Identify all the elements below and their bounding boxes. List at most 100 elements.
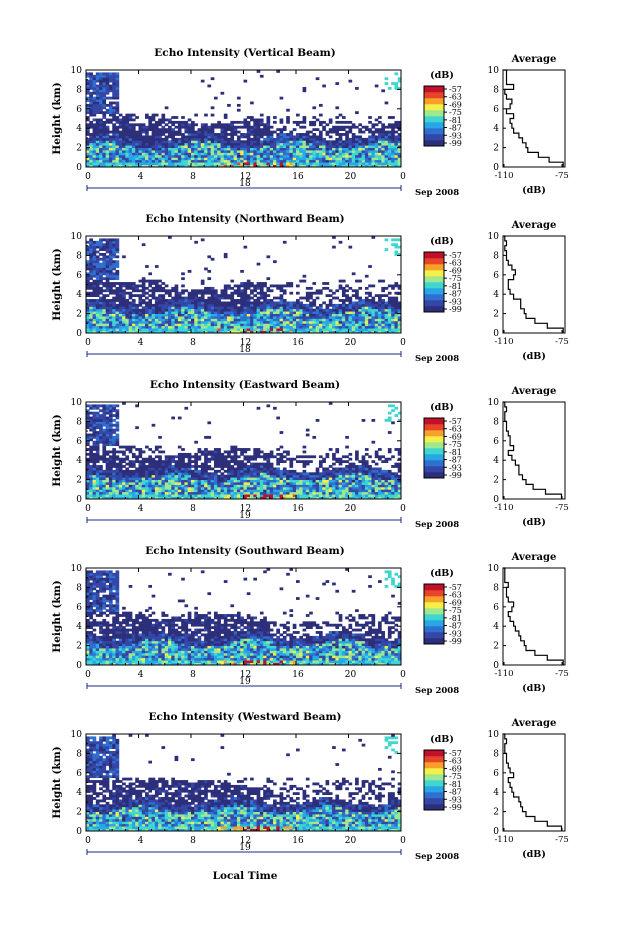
heatmap-cell — [118, 489, 123, 493]
heatmap-cell — [102, 159, 107, 163]
heatmap-cell — [92, 240, 97, 244]
heatmap-cell — [131, 137, 136, 141]
heatmap-cell — [108, 277, 113, 281]
heatmap-cell — [86, 86, 90, 90]
heatmap-cell — [154, 465, 159, 468]
heatmap-cell — [102, 308, 107, 312]
heatmap-cell — [358, 145, 363, 148]
heatmap-cell — [230, 286, 235, 290]
heatmap-cell — [168, 489, 172, 493]
heatmap-cell — [325, 140, 330, 144]
heatmap-cell — [92, 157, 97, 161]
heatmap-cell — [387, 311, 392, 314]
heatmap-cell — [154, 462, 159, 466]
heatmap-cell — [351, 162, 356, 165]
heatmap-cell — [361, 147, 366, 151]
heatmap-cell — [191, 137, 195, 141]
heatmap-cell — [115, 86, 120, 90]
heatmap-cell — [108, 320, 113, 324]
heatmap-cell — [256, 313, 261, 317]
heatmap-cell — [348, 120, 353, 124]
heatmap-cell — [191, 455, 195, 459]
heatmap-cell — [397, 328, 402, 331]
heatmap-cell — [128, 316, 133, 319]
heatmap-cell — [263, 123, 267, 127]
heatmap-cell — [246, 306, 251, 310]
heatmap-cell — [207, 142, 212, 146]
y-tick-label: 10 — [71, 232, 83, 242]
heatmap-cell — [381, 330, 385, 334]
heatmap-cell — [299, 313, 303, 317]
heatmap-cell — [368, 154, 372, 158]
heatmap-cell — [138, 494, 143, 497]
heatmap-cell — [282, 284, 287, 288]
heatmap-cell — [181, 469, 185, 473]
heatmap-cell — [220, 465, 225, 468]
heatmap-cell — [145, 145, 149, 148]
heatmap-cell — [105, 423, 110, 427]
heatmap-cell — [338, 320, 343, 324]
heatmap-cell — [299, 330, 303, 334]
heatmap-cell — [240, 157, 244, 161]
heatmap-cell — [138, 159, 143, 163]
heatmap-cell — [259, 162, 264, 165]
heatmap-cell — [89, 489, 93, 493]
heatmap-cell — [108, 106, 113, 110]
heatmap-cell — [358, 152, 363, 156]
heatmap-cell — [187, 142, 192, 146]
colorbar-step — [424, 126, 444, 129]
heatmap-cell — [86, 82, 90, 85]
heatmap-cell — [371, 320, 376, 324]
heatmap-cell — [230, 157, 235, 161]
heatmap-cell — [154, 159, 159, 163]
heatmap-cell — [102, 296, 107, 300]
heatmap-cell — [387, 318, 392, 322]
heatmap-cell — [312, 128, 317, 132]
heatmap-cell — [282, 323, 287, 327]
heatmap-cell — [92, 443, 97, 447]
heatmap-cell — [128, 460, 133, 464]
heatmap-cell — [177, 152, 182, 156]
heatmap-cell — [368, 120, 372, 124]
heatmap-cell — [230, 328, 235, 331]
heatmap-cell — [233, 303, 238, 307]
heatmap-cell — [95, 86, 100, 90]
heatmap-cell — [131, 286, 136, 290]
colorbar-step — [424, 128, 444, 130]
heatmap-cell — [171, 299, 175, 302]
heatmap-cell — [309, 150, 313, 153]
heatmap-cell — [204, 328, 208, 331]
heatmap-cell — [174, 291, 179, 295]
heatmap-cell — [397, 245, 402, 249]
heatmap-cell — [168, 479, 172, 483]
heatmap-cell — [177, 416, 182, 420]
avg-x-tick-label: -110 — [494, 337, 513, 347]
heatmap-cell — [138, 450, 143, 454]
y-tick-label: 8 — [76, 251, 82, 261]
heatmap-cell — [315, 313, 320, 317]
heatmap-cell — [112, 91, 116, 95]
colorbar-tick-label: -87 — [449, 124, 462, 133]
heatmap-cell — [312, 120, 317, 124]
heatmap-cell — [378, 306, 382, 310]
heatmap-cell — [89, 86, 93, 90]
heatmap-cell — [86, 474, 90, 478]
heatmap-cell — [108, 250, 113, 254]
heatmap-cell — [115, 255, 120, 259]
heatmap-cell — [181, 152, 185, 156]
heatmap-cell — [220, 296, 225, 300]
heatmap-cell — [299, 296, 303, 300]
heatmap-cell — [118, 465, 123, 468]
heatmap-cell — [131, 284, 136, 288]
heatmap-cell — [210, 328, 215, 331]
heatmap-cell — [279, 323, 284, 327]
heatmap-cell — [197, 450, 202, 454]
heatmap-cell — [141, 472, 146, 476]
heatmap-cell — [171, 469, 175, 473]
heatmap-cell — [151, 450, 156, 454]
heatmap-cell — [318, 162, 323, 165]
heatmap-cell — [89, 445, 93, 449]
heatmap-cell — [296, 157, 300, 161]
heatmap-cell — [115, 89, 120, 93]
heatmap-cell — [328, 140, 333, 144]
